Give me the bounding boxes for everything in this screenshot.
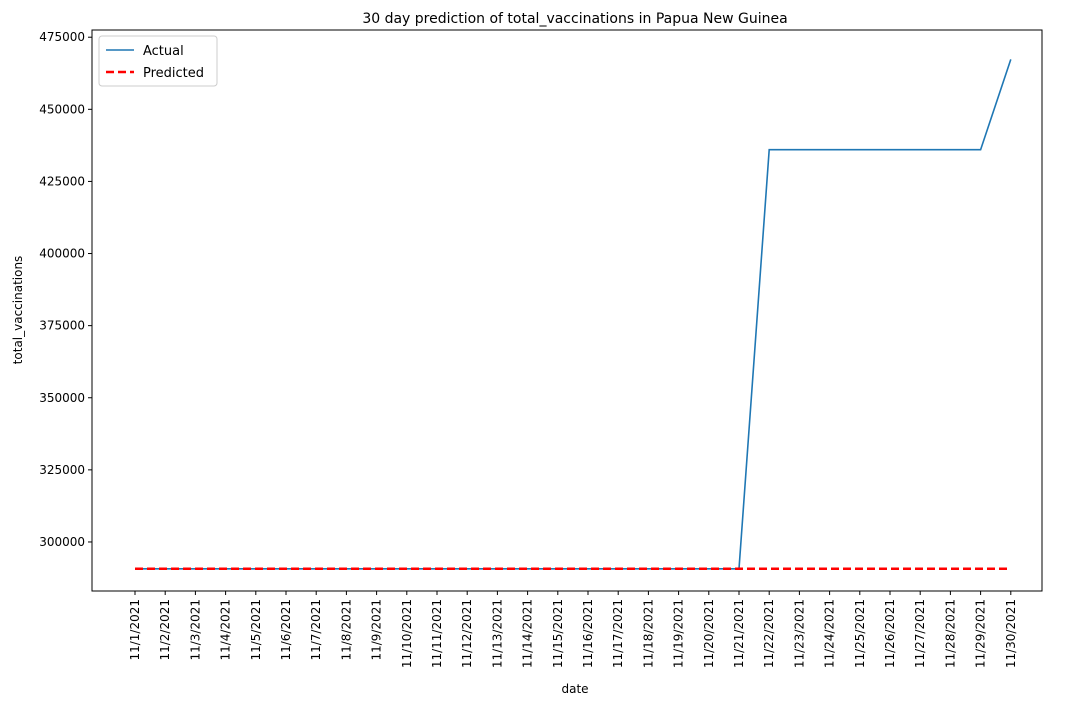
chart-title: 30 day prediction of total_vaccinations … [362, 11, 787, 27]
x-tick-label: 11/8/2021 [339, 599, 353, 661]
x-tick-label: 11/19/2021 [672, 599, 686, 668]
x-tick-label: 11/17/2021 [611, 599, 625, 668]
x-tick-label: 11/1/2021 [128, 599, 142, 661]
x-tick-label: 11/11/2021 [430, 599, 444, 668]
y-tick-label: 325000 [39, 463, 85, 477]
x-tick-label: 11/27/2021 [913, 599, 927, 668]
x-tick-label: 11/23/2021 [792, 599, 806, 668]
x-tick-label: 11/22/2021 [762, 599, 776, 668]
x-tick-label: 11/26/2021 [883, 599, 897, 668]
y-tick-label: 450000 [39, 102, 85, 116]
x-tick-label: 11/29/2021 [974, 599, 988, 668]
x-tick-label: 11/9/2021 [370, 599, 384, 661]
y-tick-label: 475000 [39, 30, 85, 44]
series-layer [135, 59, 1012, 571]
x-tick-label: 11/4/2021 [219, 599, 233, 661]
legend: Actual Predicted [98, 35, 218, 87]
x-tick-label: 11/16/2021 [581, 599, 595, 668]
x-tick-label: 11/13/2021 [490, 599, 504, 668]
x-tick-label: 11/2/2021 [158, 599, 172, 661]
y-tick-label: 300000 [39, 535, 85, 549]
x-tick-label: 11/30/2021 [1004, 599, 1018, 668]
x-tick-label: 11/7/2021 [309, 599, 323, 661]
x-tick-label: 11/28/2021 [943, 599, 957, 668]
x-axis: 11/1/2021 11/2/2021 11/3/2021 11/4/2021 11/5… [128, 591, 1018, 668]
x-tick-label: 11/6/2021 [279, 599, 293, 661]
y-tick-label: 400000 [39, 247, 85, 261]
legend-box [98, 35, 218, 87]
series-line-actual [135, 59, 1012, 570]
x-tick-label: 11/24/2021 [823, 599, 837, 668]
x-tick-label: 11/15/2021 [551, 599, 565, 668]
plot-area [91, 29, 1043, 592]
x-tick-label: 11/14/2021 [521, 599, 535, 668]
plot-frame [91, 29, 1043, 592]
y-axis-label: total_vaccinations [11, 256, 25, 365]
x-tick-label: 11/3/2021 [188, 599, 202, 661]
x-tick-label: 11/25/2021 [853, 599, 867, 668]
x-tick-label: 11/21/2021 [732, 599, 746, 668]
x-tick-label: 11/10/2021 [400, 599, 414, 668]
x-axis-label: date [561, 682, 588, 696]
legend-label-predicted: Predicted [143, 66, 204, 81]
y-tick-label: 375000 [39, 319, 85, 333]
legend-label-actual: Actual [143, 44, 184, 59]
x-tick-label: 11/5/2021 [249, 599, 263, 661]
x-tick-label: 11/20/2021 [702, 599, 716, 668]
y-axis: 300000 325000 350000 375000 400000 425000 4500… [39, 30, 92, 549]
y-tick-label: 350000 [39, 391, 85, 405]
y-tick-label: 425000 [39, 174, 85, 188]
x-tick-label: 11/18/2021 [641, 599, 655, 668]
x-tick-label: 11/12/2021 [460, 599, 474, 668]
